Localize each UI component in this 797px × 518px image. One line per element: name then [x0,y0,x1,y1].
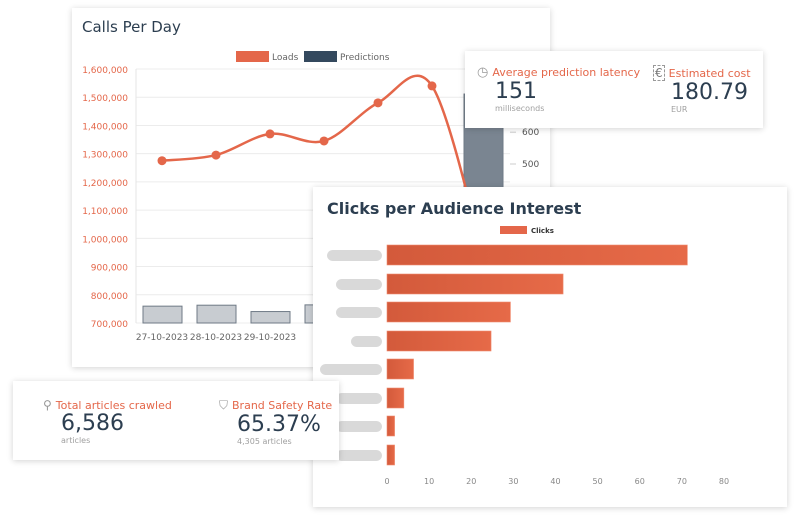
x-tick-label: 10 [424,477,434,486]
legend-label-predictions: Predictions [340,53,390,63]
legend-swatch-predictions [304,51,337,62]
loads-point [373,98,383,108]
brand-safety-metric: ⛉ Brand Safety Rate 65.37% 4,305 articles [219,398,332,446]
y-tick-label: 1,100,000 [82,207,128,217]
clicks-bar [386,244,688,266]
loads-point [157,156,167,166]
clicks-bar [386,301,511,323]
legend-swatch-clicks [500,226,527,234]
clicks-bar [386,444,395,466]
y-tick-label: 700,000 [91,320,128,330]
euro-icon: € [653,65,665,81]
metric-label: Average prediction latency [492,66,641,79]
card-title: Clicks per Audience Interest [327,199,582,218]
clicks-bar [386,273,564,295]
metric-label: Brand Safety Rate [232,399,333,412]
metric-label: Estimated cost [668,66,751,80]
x-tick-label: 30 [508,477,518,486]
y-tick-label: 1,200,000 [82,179,128,189]
y-right-tick-label: 500 [522,160,539,170]
prediction-bar [142,305,183,324]
x-tick-label: 0 [384,477,389,486]
y-tick-label: 800,000 [91,292,128,302]
metric-unit: milliseconds [495,104,545,113]
redacted-category-label [336,450,382,461]
metric-unit: articles [61,436,91,445]
x-tick-label: 20 [466,477,476,486]
shield-icon: ⛉ [219,398,229,412]
y-tick-label: 1,400,000 [82,122,128,132]
latency-metric: ◷ Average prediction latency 151 millisec… [477,65,640,113]
card-title: Calls Per Day [82,18,181,36]
clicks-bar [386,358,414,380]
y-tick-label: 900,000 [91,264,128,274]
articles-card: ⚲ Total articles crawled 6,586 articles ⛉… [13,381,339,460]
x-tick-label: 60 [635,477,645,486]
y-tick-label: 1,300,000 [82,151,128,161]
metric-unit: 4,305 articles [237,437,292,446]
x-tick-label: 40 [550,477,560,486]
redacted-category-label [327,250,382,261]
metric-value: 180.79 [671,80,748,105]
metric-value: 65.37% [237,412,321,437]
redacted-category-label [320,364,382,375]
cost-metric: € Estimated cost 180.79 EUR [653,65,751,114]
clicks-bar [386,387,405,409]
redacted-category-label [336,279,382,290]
y-tick-label: 1,600,000 [82,66,128,76]
x-tick-label: 50 [593,477,603,486]
prediction-bar [196,304,237,324]
clicks-bar [386,415,395,437]
x-tick-label: 27-10-2023 [136,333,188,343]
metrics-card: ◷ Average prediction latency 151 millisec… [465,51,763,128]
legend-label-clicks: Clicks [531,227,554,235]
metric-label: Total articles crawled [55,398,172,412]
redacted-category-label [336,393,382,404]
metric-value: 6,586 [61,411,124,436]
clicks-per-audience-card: Clicks per Audience Interest Clicks 0 10 20… [313,187,787,507]
y-right-tick-label: 600 [522,128,539,138]
legend-swatch-loads [236,51,269,62]
loads-point [211,150,221,160]
y-tick-label: 1,500,000 [82,94,128,104]
redacted-category-label [336,421,382,432]
search-crawl-icon: ⚲ [43,398,52,412]
prediction-bar [250,311,291,324]
x-tick-label: 80 [719,477,729,486]
redacted-category-label [336,307,382,318]
x-tick-label: 29-10-2023 [244,333,296,343]
loads-point [319,136,329,146]
y-tick-label: 1,000,000 [82,235,128,245]
redacted-category-label [351,336,382,347]
x-tick-label: 70 [677,477,687,486]
loads-point [265,129,275,139]
clicks-bar [386,330,492,352]
metric-unit: EUR [671,105,688,114]
legend-label-loads: Loads [272,53,299,63]
x-tick-label: 28-10-2023 [190,333,242,343]
metric-value: 151 [495,79,537,104]
loads-point [427,81,437,91]
clock-icon: ◷ [477,65,489,80]
articles-crawled-metric: ⚲ Total articles crawled 6,586 articles [43,398,172,445]
clicks-chart: Clicks 0 10 20 30 40 50 60 70 80 [320,226,729,486]
